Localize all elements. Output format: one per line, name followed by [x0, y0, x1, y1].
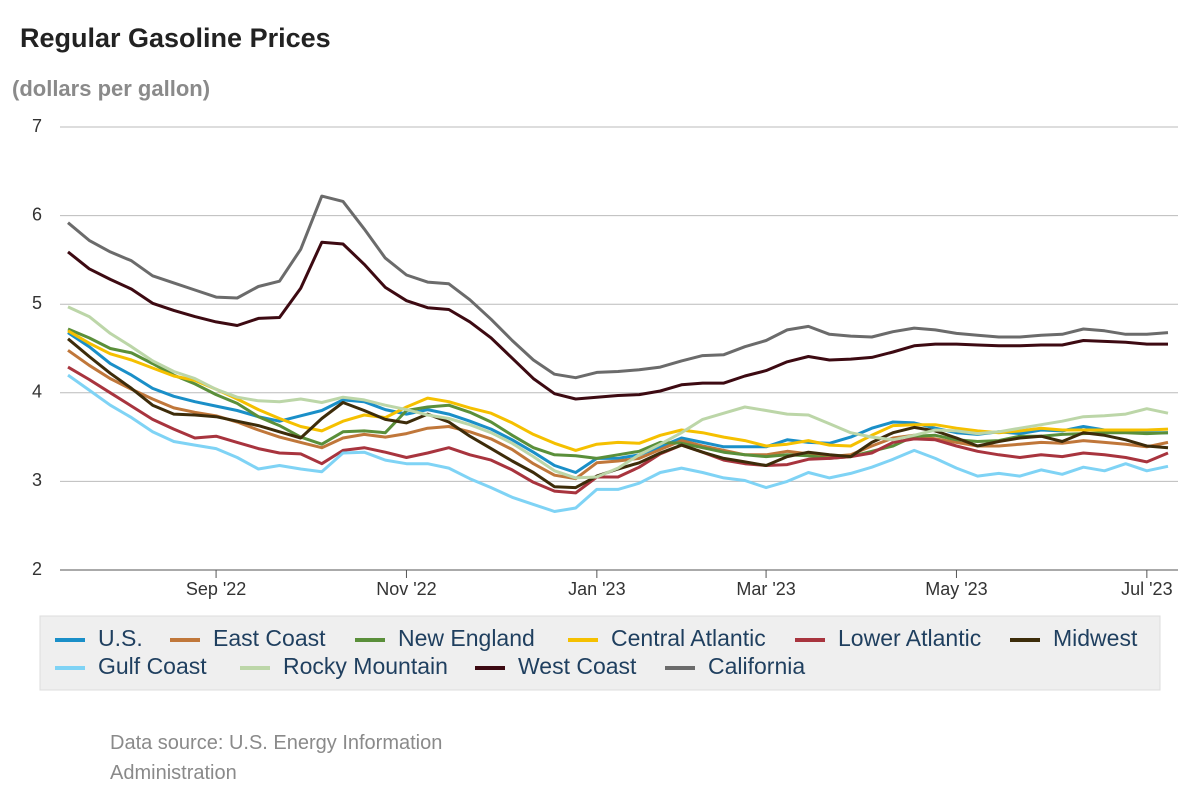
x-tick-label: May '23: [925, 579, 987, 599]
chart-subtitle: (dollars per gallon): [12, 76, 210, 101]
legend-label: California: [708, 653, 805, 679]
y-tick-label: 2: [32, 559, 42, 579]
y-tick-label: 7: [32, 116, 42, 136]
y-tick-label: 6: [32, 204, 42, 224]
x-tick-label: Sep '22: [186, 579, 247, 599]
legend-label: Central Atlantic: [611, 625, 766, 651]
legend-label: West Coast: [518, 653, 637, 679]
legend-box: [39, 615, 1161, 691]
series-line: [67, 337, 1169, 490]
legend-label: Rocky Mountain: [283, 653, 448, 679]
source-note: Data source: U.S. Energy Information Adm…: [110, 732, 443, 784]
legend-label: Gulf Coast: [98, 653, 207, 679]
legend-label: East Coast: [213, 625, 326, 651]
x-tick-label: Nov '22: [376, 579, 436, 599]
x-tick-label: Jul '23: [1121, 579, 1172, 599]
series-line: [67, 373, 1169, 513]
legend-label: U.S.: [98, 625, 143, 651]
series-line: [67, 240, 1168, 401]
legend-label: Lower Atlantic: [838, 625, 981, 651]
y-tick-label: 4: [32, 382, 42, 402]
legend-label: New England: [398, 625, 535, 651]
x-tick-label: Jan '23: [568, 579, 625, 599]
legend-label: Midwest: [1053, 625, 1138, 651]
x-tick-label: Mar '23: [736, 579, 795, 599]
series-line: [67, 194, 1169, 380]
series-line: [67, 305, 1169, 480]
series-line: [67, 327, 1169, 460]
chart: Regular Gasoline Prices (dollars per gal…: [12, 23, 1178, 691]
series-line: [67, 365, 1169, 495]
y-tick-label: 3: [32, 470, 42, 490]
chart-title: Regular Gasoline Prices: [20, 23, 331, 53]
y-tick-label: 5: [32, 293, 42, 313]
